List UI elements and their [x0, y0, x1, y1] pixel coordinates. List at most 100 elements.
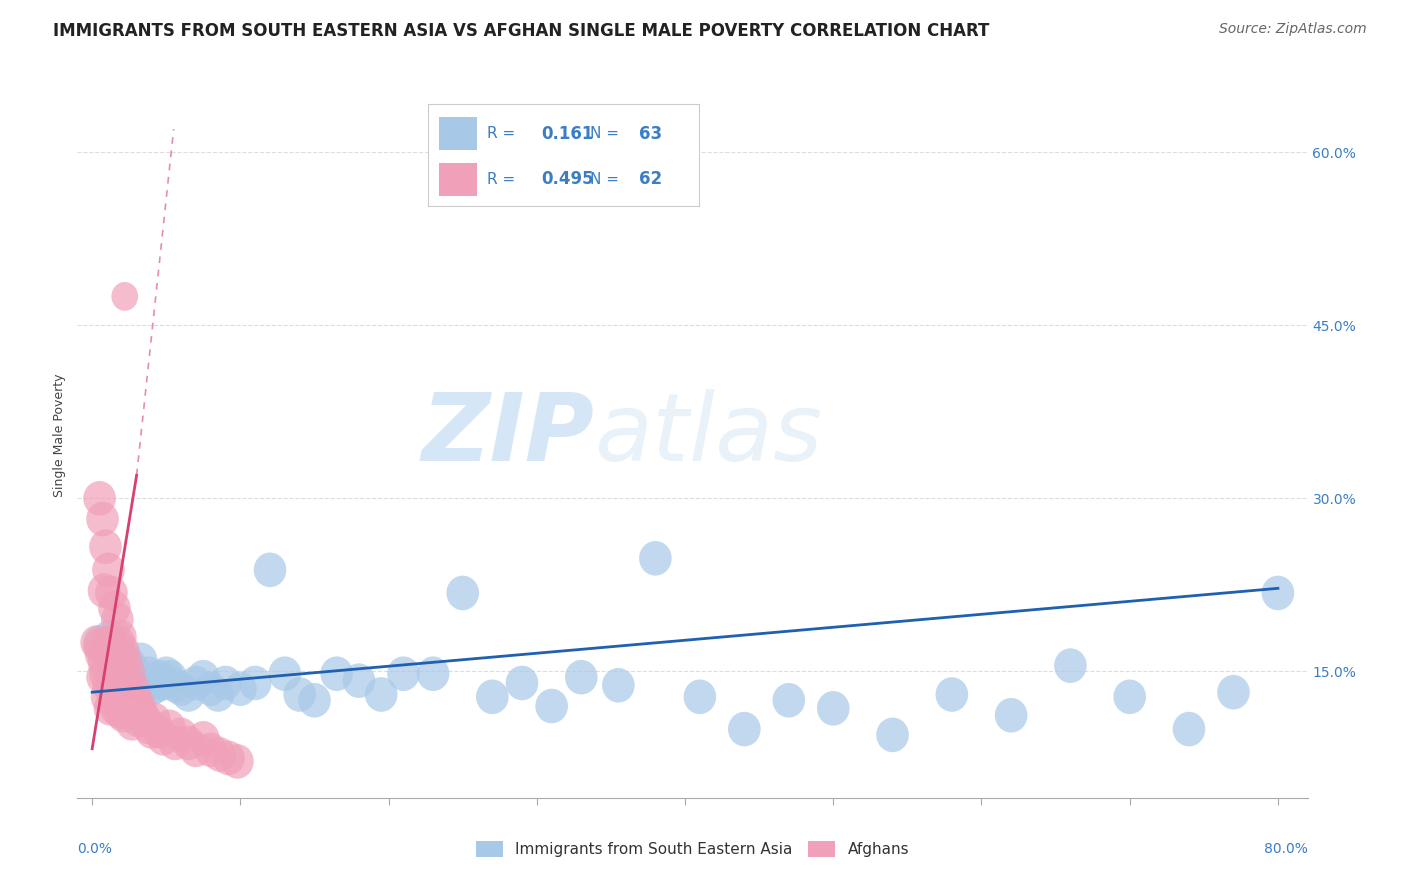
Ellipse shape [121, 665, 153, 700]
Ellipse shape [187, 721, 219, 756]
Ellipse shape [155, 660, 187, 695]
Text: 80.0%: 80.0% [1264, 842, 1308, 855]
Ellipse shape [103, 631, 135, 665]
Ellipse shape [83, 625, 115, 660]
Ellipse shape [772, 683, 806, 717]
Ellipse shape [135, 714, 167, 748]
Ellipse shape [103, 625, 135, 660]
Ellipse shape [187, 660, 219, 695]
Ellipse shape [817, 691, 849, 726]
Ellipse shape [212, 740, 245, 775]
Ellipse shape [100, 691, 132, 726]
Ellipse shape [159, 668, 191, 703]
Ellipse shape [239, 665, 271, 700]
Ellipse shape [110, 642, 142, 677]
Ellipse shape [135, 672, 167, 706]
Ellipse shape [172, 726, 205, 760]
Ellipse shape [536, 689, 568, 723]
Ellipse shape [124, 689, 156, 723]
Ellipse shape [132, 657, 165, 691]
Ellipse shape [141, 668, 174, 703]
Ellipse shape [110, 645, 142, 680]
Ellipse shape [640, 541, 672, 575]
Ellipse shape [935, 677, 969, 712]
Ellipse shape [111, 691, 143, 726]
Ellipse shape [101, 660, 134, 695]
Ellipse shape [80, 625, 112, 660]
Ellipse shape [143, 660, 177, 695]
Ellipse shape [103, 680, 135, 714]
Ellipse shape [121, 683, 153, 717]
Ellipse shape [202, 677, 235, 712]
Ellipse shape [86, 502, 120, 536]
Ellipse shape [117, 654, 150, 689]
Ellipse shape [83, 481, 115, 516]
Ellipse shape [180, 732, 212, 767]
Ellipse shape [98, 648, 131, 683]
Ellipse shape [876, 717, 908, 752]
Ellipse shape [120, 691, 152, 726]
Ellipse shape [221, 744, 253, 779]
Ellipse shape [1218, 675, 1250, 709]
Ellipse shape [298, 683, 330, 717]
Ellipse shape [209, 665, 242, 700]
Ellipse shape [1173, 712, 1205, 747]
Ellipse shape [1114, 680, 1146, 714]
Ellipse shape [105, 645, 138, 680]
Text: ZIP: ZIP [422, 389, 595, 481]
Ellipse shape [159, 726, 191, 760]
Ellipse shape [1261, 575, 1295, 610]
Ellipse shape [172, 677, 205, 712]
Ellipse shape [565, 660, 598, 695]
Ellipse shape [132, 709, 165, 744]
Ellipse shape [84, 637, 117, 672]
Ellipse shape [148, 665, 180, 700]
Ellipse shape [165, 717, 197, 752]
Ellipse shape [602, 668, 634, 703]
Ellipse shape [87, 574, 121, 608]
Ellipse shape [108, 672, 141, 706]
Ellipse shape [90, 680, 124, 714]
Ellipse shape [107, 698, 139, 732]
Ellipse shape [343, 664, 375, 698]
Ellipse shape [142, 714, 176, 748]
Ellipse shape [83, 629, 115, 664]
Ellipse shape [86, 660, 120, 695]
Ellipse shape [387, 657, 420, 691]
Ellipse shape [97, 677, 129, 712]
Ellipse shape [98, 645, 131, 680]
Text: atlas: atlas [595, 389, 823, 481]
Ellipse shape [253, 552, 287, 587]
Ellipse shape [683, 680, 716, 714]
Text: Source: ZipAtlas.com: Source: ZipAtlas.com [1219, 22, 1367, 37]
Ellipse shape [96, 657, 128, 691]
Ellipse shape [127, 698, 159, 732]
Ellipse shape [148, 721, 180, 756]
Text: 0.0%: 0.0% [77, 842, 112, 855]
Ellipse shape [165, 672, 197, 706]
Ellipse shape [194, 672, 226, 706]
Ellipse shape [117, 672, 150, 706]
Ellipse shape [138, 703, 170, 737]
Ellipse shape [115, 706, 149, 740]
Ellipse shape [107, 633, 139, 668]
Ellipse shape [93, 668, 125, 703]
Ellipse shape [105, 654, 138, 689]
Ellipse shape [728, 712, 761, 747]
Ellipse shape [94, 691, 127, 726]
Ellipse shape [125, 642, 157, 677]
Ellipse shape [114, 683, 148, 717]
Ellipse shape [284, 677, 316, 712]
Ellipse shape [995, 698, 1028, 732]
Ellipse shape [150, 657, 183, 691]
Ellipse shape [224, 672, 257, 706]
Ellipse shape [447, 575, 479, 610]
Y-axis label: Single Male Poverty: Single Male Poverty [52, 373, 66, 497]
Ellipse shape [129, 664, 162, 698]
Ellipse shape [269, 657, 301, 691]
Ellipse shape [128, 668, 160, 703]
Ellipse shape [477, 680, 509, 714]
Ellipse shape [129, 703, 162, 737]
Text: IMMIGRANTS FROM SOUTH EASTERN ASIA VS AFGHAN SINGLE MALE POVERTY CORRELATION CHA: IMMIGRANTS FROM SOUTH EASTERN ASIA VS AF… [53, 22, 990, 40]
Legend: Immigrants from South Eastern Asia, Afghans: Immigrants from South Eastern Asia, Afgh… [470, 835, 915, 863]
